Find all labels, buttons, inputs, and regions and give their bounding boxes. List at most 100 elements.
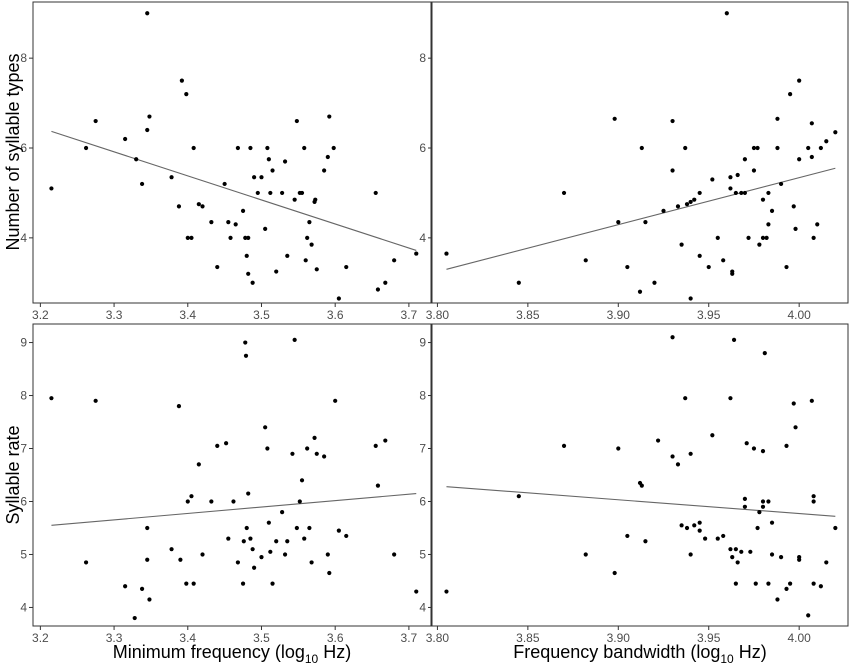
data-point — [196, 462, 201, 467]
data-point — [322, 168, 327, 173]
data-point — [383, 280, 388, 285]
data-point — [333, 398, 338, 403]
data-point — [139, 586, 145, 592]
data-point — [815, 222, 820, 227]
data-point — [616, 220, 621, 225]
data-point — [243, 353, 249, 358]
data-point — [241, 539, 246, 544]
data-point — [327, 570, 332, 576]
data-point — [294, 118, 299, 124]
data-point — [331, 145, 336, 151]
data-point — [196, 202, 201, 207]
data-point — [266, 520, 271, 525]
x-tick-label: 3.4 — [179, 308, 196, 322]
data-point — [742, 496, 748, 501]
panel-frame — [32, 323, 432, 627]
data-point — [583, 552, 588, 557]
data-point — [266, 157, 271, 162]
data-point — [307, 220, 312, 225]
data-point — [809, 398, 814, 403]
y-tick-label: 5 — [419, 547, 426, 561]
data-point — [134, 157, 139, 162]
data-point — [252, 175, 257, 180]
data-point — [637, 289, 643, 294]
data-point — [309, 242, 314, 247]
data-point — [49, 396, 54, 401]
data-point — [336, 296, 341, 301]
data-point — [733, 547, 738, 552]
x-tick-label: 3.2 — [32, 631, 49, 645]
y-tick-label: 8 — [419, 51, 426, 65]
data-point — [414, 251, 419, 256]
data-point — [191, 145, 196, 151]
data-point — [778, 181, 784, 187]
trend-line — [446, 167, 836, 270]
data-point — [766, 499, 771, 504]
data-point — [683, 145, 688, 151]
data-point — [248, 536, 253, 541]
data-point — [147, 597, 152, 602]
data-point — [200, 204, 205, 209]
data-point — [833, 525, 838, 531]
data-point — [742, 157, 748, 162]
data-point — [670, 454, 675, 459]
data-point — [703, 536, 708, 541]
data-point — [184, 91, 189, 97]
x-tick-label: 4.00 — [787, 631, 811, 645]
data-point — [675, 204, 681, 209]
data-point — [215, 264, 220, 270]
data-point — [715, 235, 720, 240]
data-point — [344, 264, 349, 270]
x-tick-label: 4.00 — [787, 308, 811, 322]
data-point — [375, 287, 381, 292]
data-point — [661, 208, 666, 214]
data-point — [791, 401, 796, 406]
data-point — [760, 499, 766, 504]
data-point — [375, 483, 381, 488]
data-point — [244, 525, 249, 531]
data-point — [766, 222, 771, 227]
data-point — [145, 11, 150, 16]
x-axis-title-right: Frequency bandwidth (log10 Hz) — [513, 642, 766, 666]
data-point — [305, 235, 310, 240]
data-point — [250, 547, 255, 552]
data-point — [818, 584, 823, 589]
data-point — [290, 451, 295, 456]
y-tick-label: 6 — [20, 141, 27, 155]
data-point — [145, 525, 150, 531]
data-point — [784, 443, 789, 448]
data-point — [215, 443, 220, 448]
data-point — [688, 451, 693, 456]
data-point — [764, 235, 769, 240]
data-point — [806, 145, 811, 151]
data-point — [263, 226, 268, 231]
x-tick-label: 3.7 — [401, 308, 418, 322]
trend-line — [51, 130, 417, 251]
data-point — [132, 615, 137, 621]
data-point — [751, 168, 757, 173]
data-point — [268, 549, 273, 554]
data-point — [325, 552, 330, 557]
data-point — [303, 258, 308, 263]
data-point — [265, 145, 270, 151]
x-tick-label: 3.7 — [401, 631, 418, 645]
data-point — [793, 226, 798, 231]
data-point — [314, 267, 319, 272]
data-point — [757, 509, 762, 515]
y-tick-label: 7 — [419, 442, 426, 456]
data-point — [516, 494, 521, 499]
data-point — [811, 581, 816, 586]
data-point — [809, 121, 814, 126]
y-tick-label: 8 — [20, 51, 27, 65]
panel-bottom-right: 3.80 3.85 3.90 3.95 4.00 4 5 6 7 8 9 — [419, 323, 849, 645]
x-tick-label: 3.80 — [426, 308, 450, 322]
panel-frame — [431, 1, 849, 304]
data-point — [561, 443, 567, 448]
data-point — [684, 202, 690, 207]
data-point — [735, 560, 740, 565]
data-point — [392, 258, 397, 263]
x-tick-label: 3.6 — [327, 631, 344, 645]
data-point — [169, 175, 174, 180]
data-point — [688, 199, 693, 205]
